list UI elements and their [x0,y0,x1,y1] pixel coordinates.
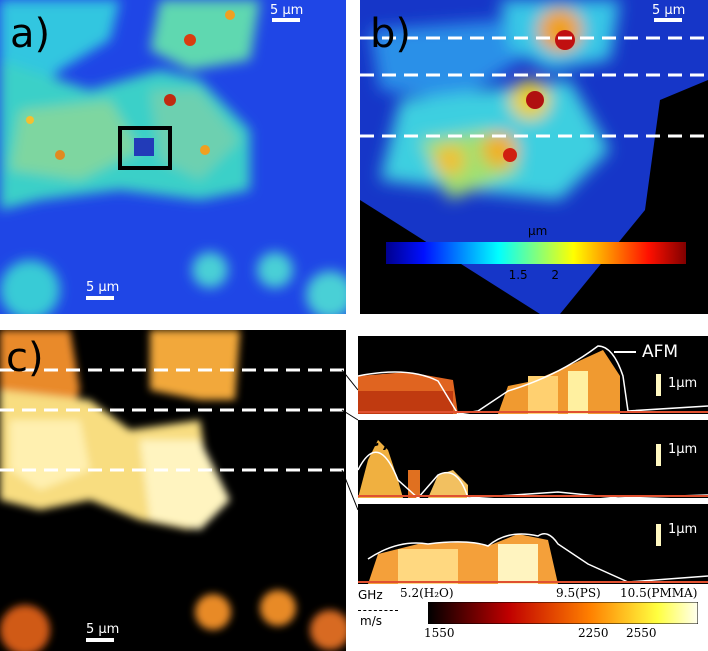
panel-c-label: c) [6,335,44,381]
colorbar-tick-3: 1.5 [508,268,528,282]
panel-b-colorbar-unit: μm [528,224,548,238]
panel-b-map [360,0,708,314]
panel-f-scalebar [656,524,661,546]
panel-f-label: f) [362,504,385,538]
ghz-label: GHz [358,588,383,602]
panel-f-profile [358,533,708,584]
connector-lines [341,369,359,511]
colorbar-tick-0: 0 [380,268,388,282]
colorbar-tick-5: 2.5 [594,268,614,282]
panel-a-map [0,0,346,314]
panel-e: e) 1μm [358,420,708,498]
ghz-tick-0: 5.2(H₂O) [400,586,454,600]
panel-d-scalebar-label: 1μm [668,376,698,391]
panel-d: d) AFM 1μm [358,336,708,414]
panel-e-scalebar [656,444,661,466]
colorbar-tick-4: 2 [551,268,560,282]
panel-a-scalebar-bottom-label: 5 μm [86,280,120,295]
panel-a-scalebar-top-label: 5 μm [270,3,304,18]
panel-e-profile [358,440,708,498]
panel-f: f) 1μm [358,504,708,584]
colorbar-tick-6: 3 [637,268,645,282]
panel-d-legend-line [614,351,636,353]
ms-label: m/s [360,614,382,628]
panel-d-profile [358,345,708,414]
panel-a: a) 5 μm 5 μm [0,0,346,314]
colorbar-tick-1: 0.5 [422,268,442,282]
panel-f-scalebar-label: 1μm [668,522,698,537]
panel-c-scalebar-label: 5 μm [86,622,120,637]
panel-c-map [0,330,346,651]
ms-tick-1: 2250 [578,626,609,640]
hot-colorbar [428,602,698,624]
ghz-tick-1: 9.5(PS) [556,586,601,600]
panel-c: c) 5 μm [0,330,346,651]
panel-a-scalebar-top [272,18,300,22]
ghz-ms-divider [358,610,398,611]
panel-b-colorbar [386,242,686,264]
panel-a-scalebar-bottom [86,296,114,300]
panel-b: b) 5 μm μm 0 0.5 1 1.5 2 2.5 3 3.5 [360,0,708,314]
panel-e-scalebar-label: 1μm [668,442,698,457]
panel-b-label: b) [370,11,411,57]
ms-tick-2: 2550 [626,626,657,640]
ms-tick-0: 1550 [424,626,455,640]
panel-d-scalebar [656,374,661,396]
ghz-tick-2: 10.5(PMMA) [620,586,698,600]
panel-e-label: e) [362,420,393,454]
panel-d-label: d) [362,336,393,370]
panel-b-scalebar [654,18,682,22]
panel-b-scalebar-label: 5 μm [652,3,686,18]
bottom-colorbar-area: GHz 5.2(H₂O) 9.5(PS) 10.5(PMMA) m/s 1550… [358,586,708,651]
panel-a-label: a) [10,11,51,57]
colorbar-tick-7: 3.5 [680,268,700,282]
panel-d-legend-label: AFM [642,342,679,362]
colorbar-tick-2: 1 [465,268,474,282]
panel-c-scalebar [86,638,114,642]
